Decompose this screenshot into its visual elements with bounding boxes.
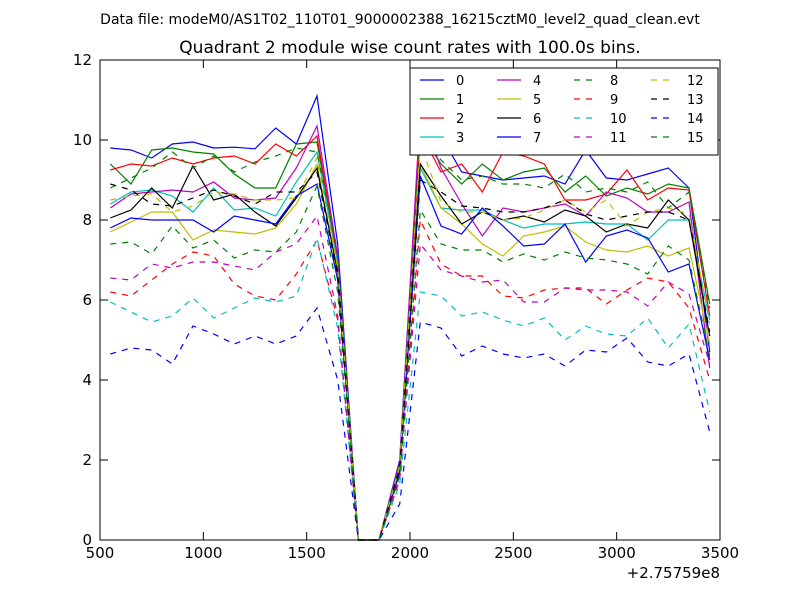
legend-label-0: 0 [456, 74, 464, 89]
y-tick-label: 12 [73, 51, 92, 69]
legend-label-5: 5 [533, 93, 541, 108]
legend-label-13: 13 [687, 93, 704, 108]
series-layer [109, 93, 711, 541]
legend-label-8: 8 [610, 74, 618, 89]
series-line-9 [110, 217, 711, 541]
legend-box [409, 67, 719, 156]
legend-label-15: 15 [687, 131, 704, 146]
series-line-10 [110, 235, 711, 541]
y-tick-label: 4 [82, 371, 92, 389]
y-tick-label: 10 [73, 131, 92, 149]
legend-label-10: 10 [610, 112, 627, 127]
y-tick-label: 6 [82, 291, 92, 309]
series-line-6 [110, 162, 711, 541]
series-line-15 [110, 184, 711, 541]
x-tick-label: 2000 [391, 544, 429, 562]
series-line-13 [110, 170, 711, 541]
legend-label-1: 1 [456, 93, 464, 108]
legend-label-9: 9 [610, 93, 618, 108]
x-tick-label: 500 [86, 544, 115, 562]
legend-label-6: 6 [533, 112, 541, 127]
x-tick-label: 1000 [184, 544, 222, 562]
x-tick-label: 3500 [701, 544, 739, 562]
legend-label-14: 14 [687, 112, 704, 127]
series-line-12 [110, 143, 711, 541]
legend-label-3: 3 [456, 131, 464, 146]
chart-title: Quadrant 2 module wise count rates with … [179, 38, 640, 58]
y-tick-label: 2 [82, 451, 92, 469]
y-tick-label: 0 [82, 531, 92, 549]
x-tick-label: 2500 [494, 544, 532, 562]
x-tick-label: 1500 [288, 544, 326, 562]
series-line-5 [110, 161, 711, 541]
legend-label-2: 2 [456, 112, 464, 127]
legend-label-11: 11 [610, 131, 627, 146]
x-offset-label: +2.75759e8 [627, 564, 720, 582]
legend-label-4: 4 [533, 74, 541, 89]
legend-label-12: 12 [687, 74, 704, 89]
legend-label-7: 7 [533, 131, 541, 146]
series-line-7 [110, 175, 711, 541]
x-tick-label: 3000 [598, 544, 636, 562]
chart-suptitle: Data file: modeM0/AS1T02_110T01_90000023… [100, 12, 700, 28]
series-line-8 [110, 130, 711, 541]
y-tick-label: 8 [82, 211, 92, 229]
series-line-4 [109, 111, 711, 541]
series-line-11 [110, 214, 711, 541]
